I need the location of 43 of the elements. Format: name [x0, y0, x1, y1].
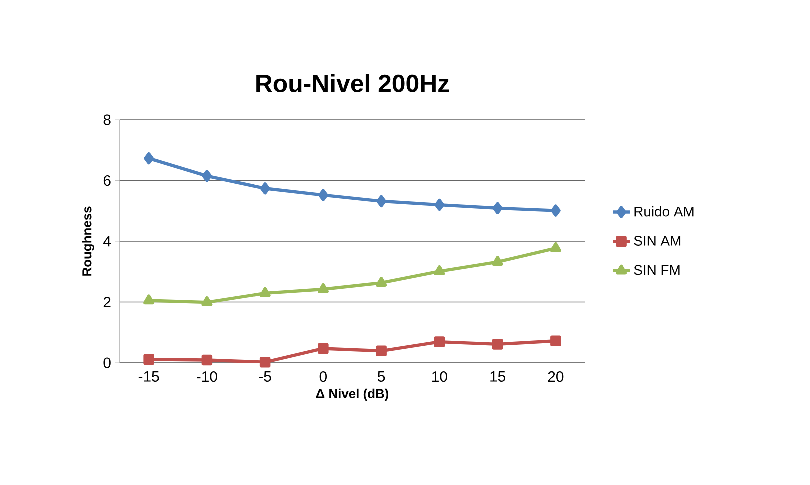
- point: [492, 339, 504, 350]
- point: [260, 357, 271, 368]
- point: [492, 256, 504, 266]
- x-tick-label: 20: [548, 372, 564, 382]
- point: [434, 336, 446, 348]
- point: [434, 265, 446, 276]
- point: [318, 189, 328, 202]
- point: [550, 242, 562, 252]
- y-tick-label: 8: [104, 114, 111, 126]
- legend-label: SIN AM: [634, 236, 681, 246]
- x-tick-label: 5: [378, 372, 386, 382]
- x-tick-label: -10: [197, 372, 218, 382]
- y-tick-label: 0: [104, 358, 111, 368]
- legend-label: Ruido AM: [634, 206, 694, 217]
- chart-title: Rou-Nivel 200Hz: [256, 74, 450, 93]
- point: [550, 336, 562, 347]
- point: [202, 170, 212, 182]
- x-axis-title: Δ Nivel (dB): [316, 388, 389, 402]
- y-tick-label: 6: [104, 175, 111, 186]
- point: [492, 202, 503, 214]
- point: [260, 182, 270, 195]
- point: [376, 277, 388, 287]
- point: [144, 152, 154, 165]
- point: [376, 346, 387, 357]
- point: [144, 354, 154, 366]
- x-tick-label: 15: [490, 372, 506, 382]
- x-tick-label: -15: [138, 372, 160, 382]
- point: [202, 354, 213, 366]
- point: [202, 296, 213, 306]
- x-tick-label: 0: [320, 372, 327, 382]
- point: [144, 294, 155, 305]
- point: [434, 198, 445, 212]
- x-tick-label: 10: [432, 372, 448, 382]
- y-axis-title: Roughness: [82, 206, 94, 276]
- x-tick-label: -5: [259, 372, 272, 382]
- point: [260, 287, 271, 298]
- point: [376, 195, 387, 208]
- point: [318, 283, 329, 294]
- y-tick-label: 2: [104, 297, 111, 308]
- point: [318, 343, 329, 354]
- y-tick-label: 4: [104, 236, 112, 247]
- legend-label: SIN FM: [634, 265, 680, 276]
- point: [550, 204, 561, 217]
